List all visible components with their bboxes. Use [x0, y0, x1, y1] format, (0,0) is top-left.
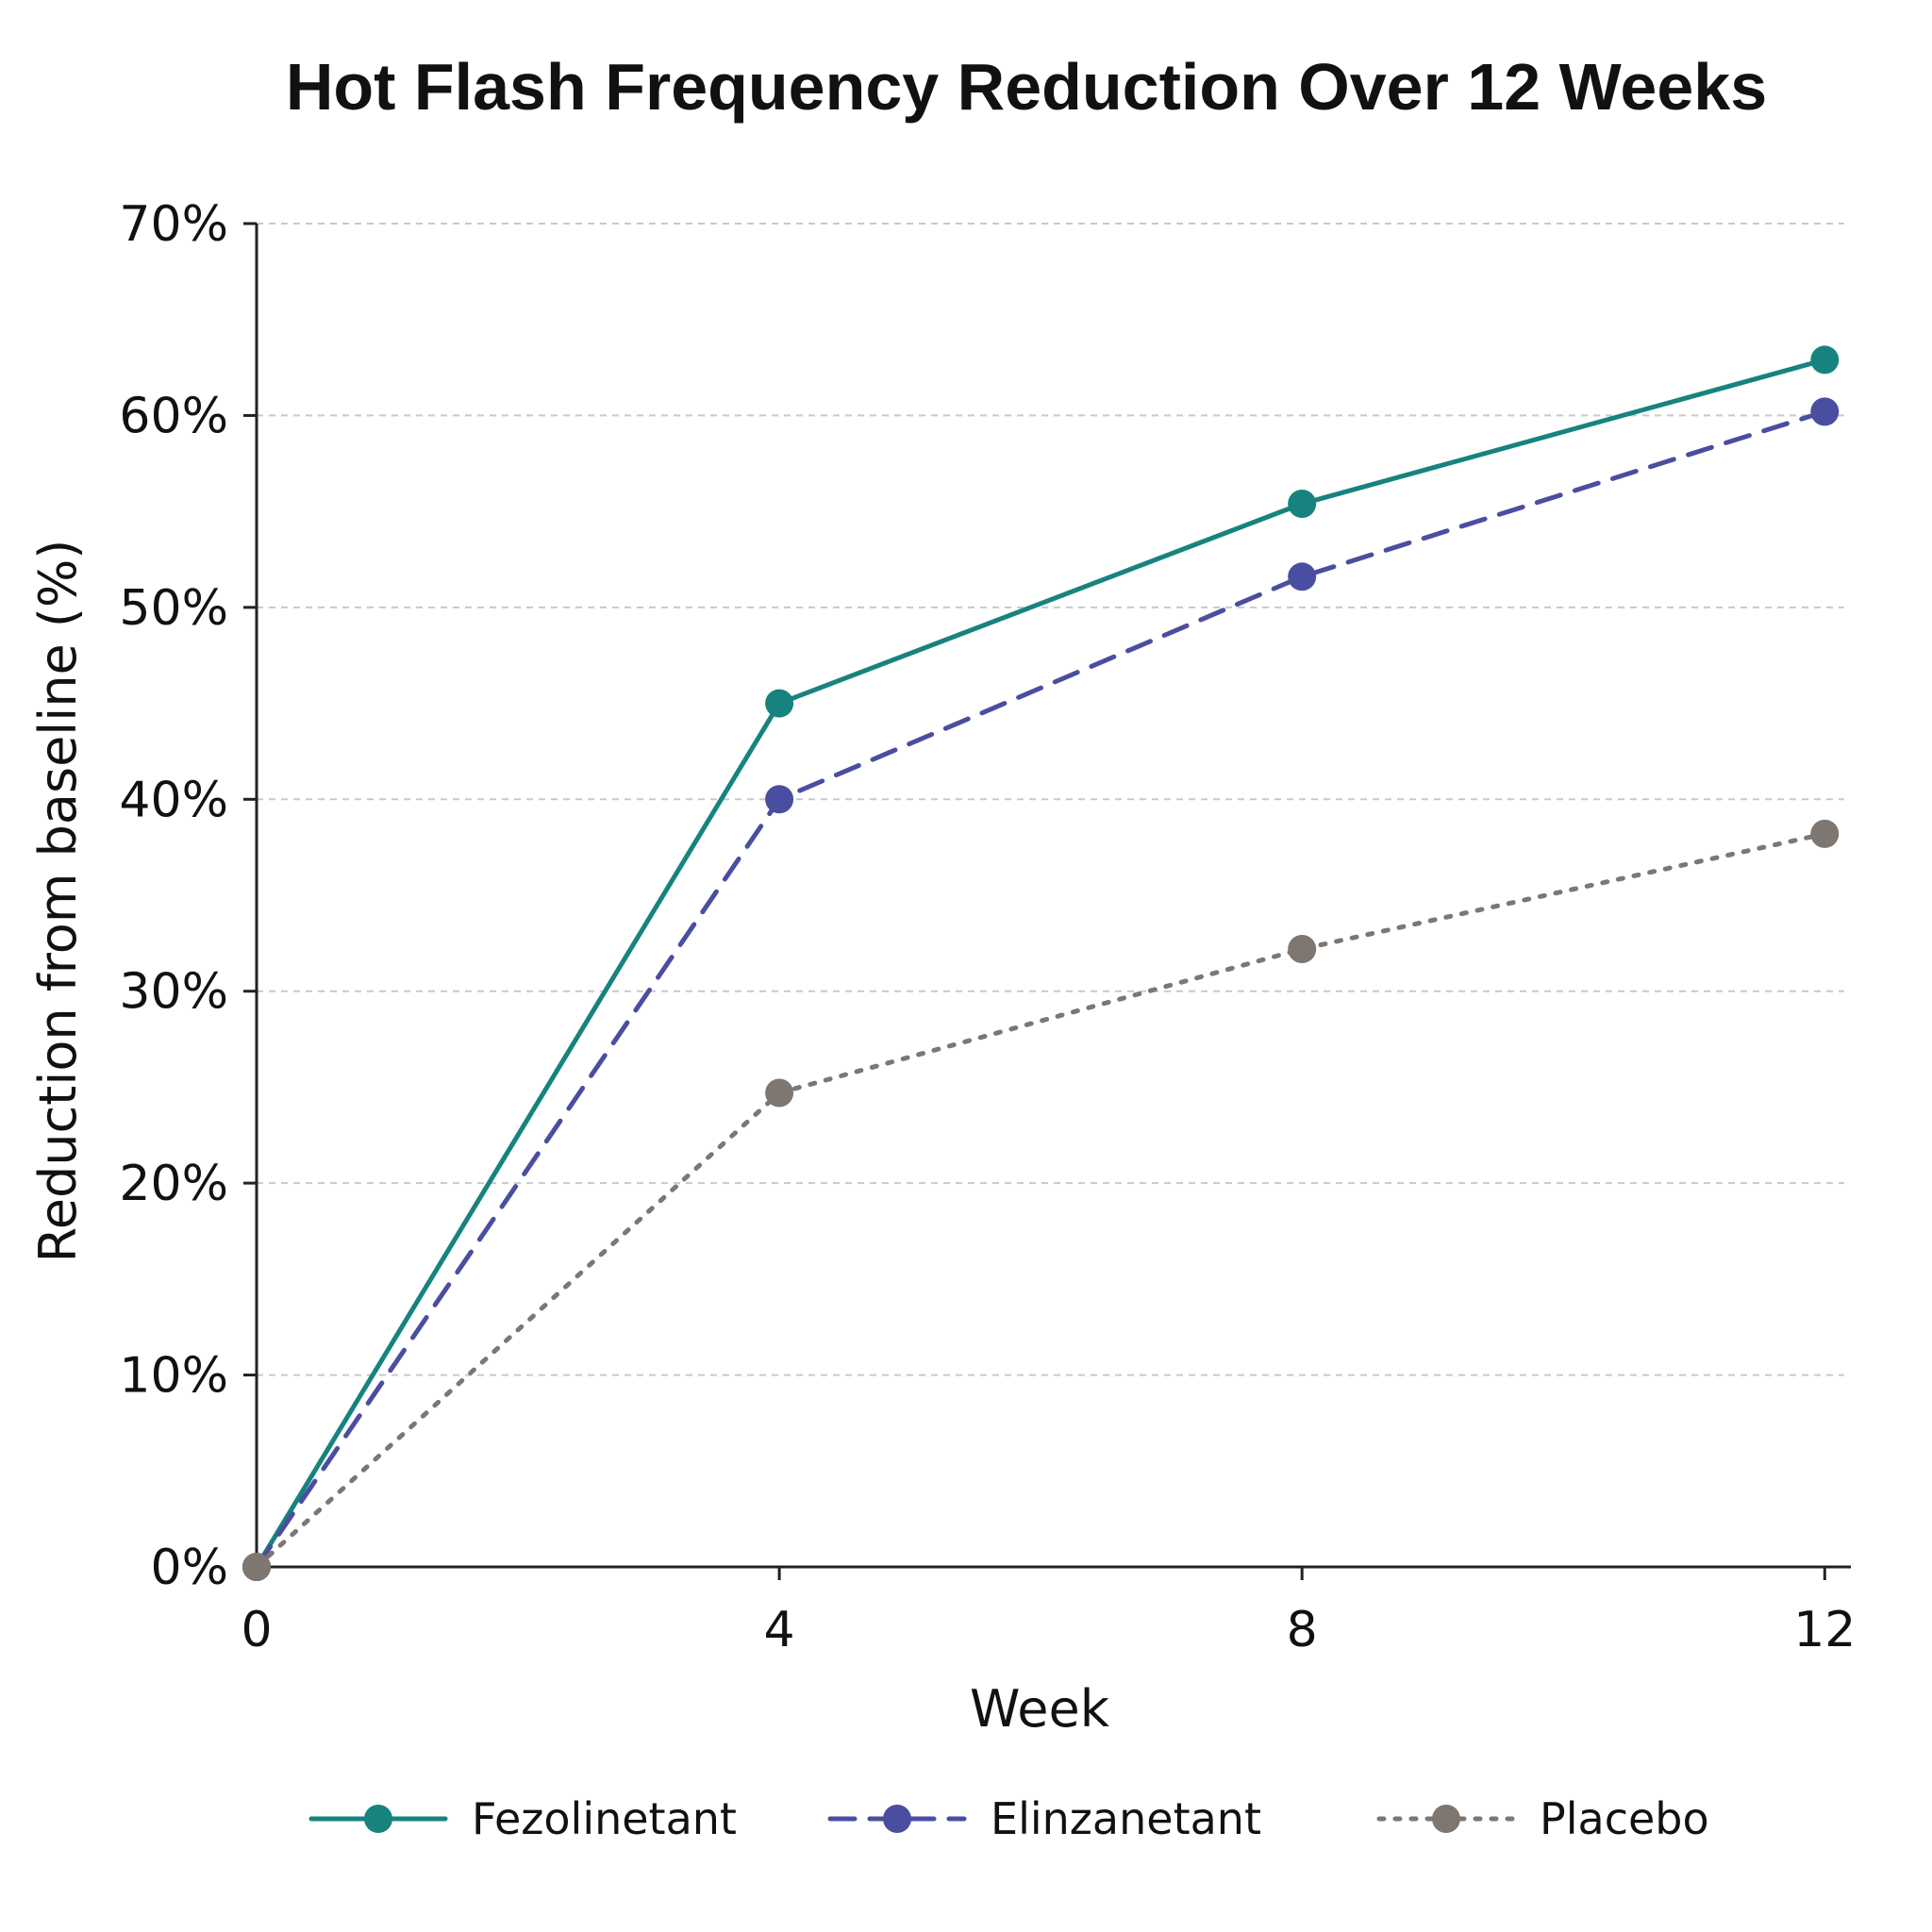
y-tick-label: 40% — [119, 772, 228, 828]
y-tick-label: 30% — [119, 964, 228, 1021]
data-point-elinzanetant — [1288, 562, 1317, 591]
data-point-fezolinetant — [1288, 490, 1317, 519]
legend-swatch-marker — [1432, 1805, 1460, 1833]
y-tick-label: 70% — [119, 196, 228, 253]
series-lines — [254, 357, 1827, 1570]
x-tick-label: 12 — [1793, 1602, 1856, 1658]
x-tick-labels: 0 4 8 12 — [241, 1602, 1856, 1658]
y-tick-labels: 0% 10% 20% 30% 40% 50% 60% 70% — [119, 196, 228, 1596]
x-tick-label: 8 — [1287, 1602, 1318, 1658]
grid-lines — [243, 222, 1844, 1569]
data-point-placebo — [765, 1078, 794, 1108]
series-points — [242, 345, 1840, 1581]
legend-swatch-marker — [883, 1805, 911, 1833]
legend-label: Elinzanetant — [991, 1793, 1261, 1844]
legend-label: Fezolinetant — [472, 1793, 737, 1844]
y-tick-label: 60% — [119, 388, 228, 444]
series-line-fezolinetant — [254, 357, 1827, 1570]
y-tick-label: 0% — [151, 1540, 229, 1596]
legend-swatch-marker — [364, 1805, 392, 1833]
x-tick-label: 4 — [764, 1602, 795, 1658]
series-line-elinzanetant — [254, 408, 1827, 1570]
y-tick-label: 10% — [119, 1348, 228, 1405]
y-axis-label: Reduction from baseline (%) — [28, 540, 88, 1263]
y-tick-label: 20% — [119, 1156, 228, 1212]
legend: Fezolinetant Elinzanetant Placebo — [308, 1793, 1709, 1844]
chart-title: Hot Flash Frequency Reduction Over 12 We… — [285, 50, 1768, 124]
data-point-elinzanetant — [765, 785, 794, 814]
x-axis-label: Week — [970, 1679, 1110, 1739]
x-tick-label: 0 — [241, 1602, 272, 1658]
data-point-fezolinetant — [765, 689, 794, 718]
axes — [255, 224, 1851, 1580]
data-point-placebo — [1810, 819, 1840, 848]
data-point-elinzanetant — [1810, 397, 1840, 426]
legend-label: Placebo — [1540, 1793, 1709, 1844]
data-point-fezolinetant — [1810, 345, 1840, 375]
series-line-placebo — [254, 831, 1827, 1570]
y-tick-label: 50% — [119, 580, 228, 637]
data-point-placebo — [1288, 934, 1317, 963]
data-point-placebo — [242, 1553, 271, 1581]
